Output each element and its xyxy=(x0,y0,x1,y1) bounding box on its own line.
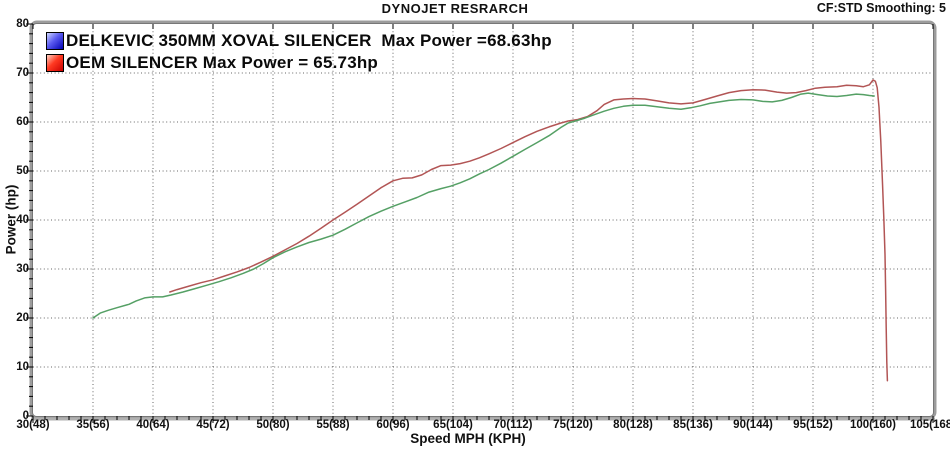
y-tick-label: 80 xyxy=(16,18,29,30)
legend-label-delkevic: DELKEVIC 350MM XOVAL SILENCER Max Power … xyxy=(66,31,552,50)
y-tick-label: 10 xyxy=(16,361,29,373)
delkevic-color-swatch-icon xyxy=(46,32,64,50)
y-tick-label: 70 xyxy=(16,67,29,79)
oem-color-swatch-icon xyxy=(46,54,64,72)
y-tick-label: 30 xyxy=(16,263,29,275)
x-tick-label: 55(88) xyxy=(316,419,350,431)
x-axis-title: Speed MPH (KPH) xyxy=(410,431,526,446)
legend: DELKEVIC 350MM XOVAL SILENCER Max Power … xyxy=(46,30,552,74)
x-tick-label: 50(80) xyxy=(256,419,290,431)
y-tick-label: 20 xyxy=(16,312,29,324)
x-tick-label: 45(72) xyxy=(196,419,230,431)
x-tick-label: 70(112) xyxy=(493,419,533,431)
y-tick-label: 0 xyxy=(22,410,29,422)
x-tick-label: 35(56) xyxy=(76,419,110,431)
smoothing-status: CF:STD Smoothing: 5 xyxy=(816,1,946,15)
x-tick-label: 60(96) xyxy=(376,419,410,431)
x-tick-label: 75(120) xyxy=(553,419,593,431)
x-tick-label: 80(128) xyxy=(613,419,653,431)
y-tick-label: 60 xyxy=(16,116,29,128)
y-tick-label: 40 xyxy=(16,214,29,226)
legend-item-delkevic: DELKEVIC 350MM XOVAL SILENCER Max Power … xyxy=(46,30,552,52)
oem-power-curve xyxy=(92,92,875,319)
delkevic-power-curve xyxy=(169,79,889,382)
legend-item-oem: OEM SILENCER Max Power = 65.73hp xyxy=(46,52,552,74)
x-tick-label: 30(48) xyxy=(16,419,50,431)
x-tick-label: 95(152) xyxy=(793,419,833,431)
x-tick-label: 100(160) xyxy=(849,419,897,431)
legend-label-oem: OEM SILENCER Max Power = 65.73hp xyxy=(66,53,379,72)
x-tick-label: 40(64) xyxy=(136,419,170,431)
x-tick-label: 85(136) xyxy=(673,419,713,431)
x-tick-label: 90(144) xyxy=(733,419,773,431)
x-tick-label: 105(168) xyxy=(909,419,950,431)
x-tick-label: 65(104) xyxy=(433,419,473,431)
page-title: DYNOJET RESRARCH xyxy=(381,1,529,16)
y-tick-label: 50 xyxy=(16,165,29,177)
